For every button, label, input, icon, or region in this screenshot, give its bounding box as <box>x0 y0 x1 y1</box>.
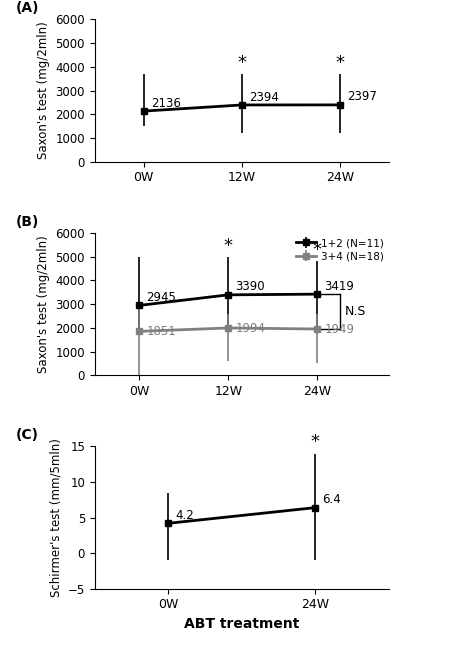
Text: *: * <box>224 237 233 255</box>
Text: *: * <box>237 54 246 72</box>
Legend: 1+2 (N=11), 3+4 (N=18): 1+2 (N=11), 3+4 (N=18) <box>296 238 383 261</box>
Text: 3390: 3390 <box>236 280 265 294</box>
Text: *: * <box>311 433 319 452</box>
Y-axis label: Saxon's test (mg/2mln): Saxon's test (mg/2mln) <box>37 22 50 159</box>
Text: 6.4: 6.4 <box>322 493 341 506</box>
Text: *: * <box>313 241 322 259</box>
Text: 2136: 2136 <box>152 96 182 109</box>
Text: (B): (B) <box>16 215 39 228</box>
Text: 4.2: 4.2 <box>175 509 194 521</box>
Text: (A): (A) <box>16 1 39 15</box>
Text: 3419: 3419 <box>325 280 355 292</box>
Y-axis label: Schirmer's test (mm/5mln): Schirmer's test (mm/5mln) <box>49 438 62 597</box>
Text: (C): (C) <box>16 428 38 442</box>
Text: *: * <box>335 54 344 72</box>
Text: 1949: 1949 <box>325 323 355 336</box>
Text: 1851: 1851 <box>146 325 176 338</box>
X-axis label: ABT treatment: ABT treatment <box>184 617 300 631</box>
Y-axis label: Saxon's test (mg/2mln): Saxon's test (mg/2mln) <box>37 236 50 373</box>
Text: 2945: 2945 <box>146 291 176 304</box>
Text: 1994: 1994 <box>236 322 265 334</box>
Text: N.S: N.S <box>345 305 366 318</box>
Text: 2397: 2397 <box>347 91 377 104</box>
Text: 2394: 2394 <box>250 91 280 104</box>
